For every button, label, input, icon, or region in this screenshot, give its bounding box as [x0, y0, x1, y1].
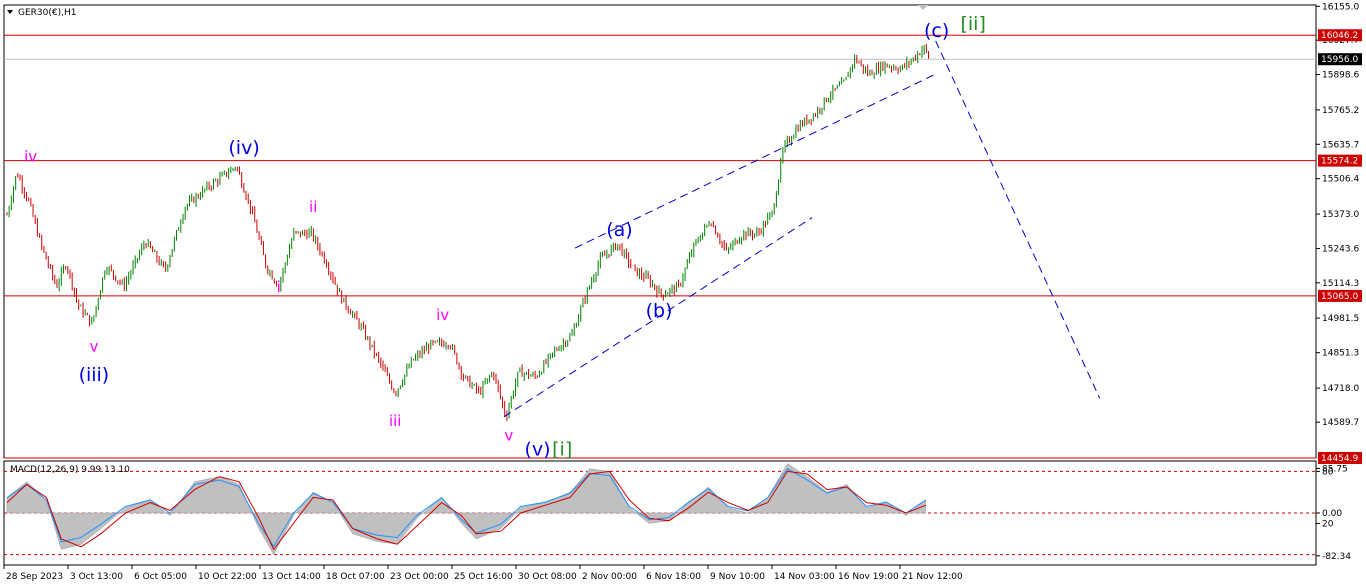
horizontal-levels — [4, 35, 1316, 458]
time-tick-label: 3 Oct 13:00 — [70, 572, 123, 582]
price-tick-label: 15114.3 — [1322, 279, 1359, 289]
price-tick-label: 15635.7 — [1322, 140, 1359, 150]
time-tick-label: 28 Sep 2023 — [6, 572, 63, 582]
wave-label: v — [504, 427, 513, 445]
current-price-tag-label: 15956.0 — [1321, 55, 1358, 65]
time-axis: 28 Sep 2023 3 Oct 13:00 6 Oct 05:00 10 Oct … — [4, 565, 963, 582]
price-tick-label: 14851.3 — [1322, 349, 1359, 359]
time-tick-label: 6 Oct 05:00 — [134, 572, 187, 582]
wave-label: [ii] — [960, 13, 985, 35]
time-tick-label: 25 Oct 16:00 — [454, 572, 513, 582]
chart-shift-marker-icon[interactable] — [918, 5, 928, 10]
macd-label: MACD(12,26,9) 9.99 13.10 — [10, 465, 130, 475]
wave-label: ii — [309, 198, 317, 216]
time-tick-label: 9 Nov 10:00 — [710, 572, 765, 582]
level-tag-label: 14454.9 — [1321, 454, 1358, 464]
time-tick-label: 30 Oct 08:00 — [518, 572, 577, 582]
symbol-label: GER30(€),H1 — [18, 8, 76, 18]
indicator-tick-label: -82.34 — [1322, 552, 1351, 562]
price-tick-label: 15373.0 — [1322, 210, 1359, 220]
wave-label: v — [89, 338, 98, 356]
trend-channel — [504, 41, 1100, 417]
price-axis: 16155.016027.715898.615765.215635.715506… — [1316, 2, 1359, 428]
time-tick-label: 13 Oct 14:00 — [262, 572, 321, 582]
time-tick-label: 16 Nov 19:00 — [838, 572, 899, 582]
indicator-tick-label: 0.00 — [1322, 509, 1342, 519]
wave-label: iv — [24, 148, 37, 166]
candles — [7, 44, 929, 421]
time-tick-label: 2 Nov 00:00 — [582, 572, 637, 582]
wave-label: i — [277, 278, 281, 296]
level-tag-label: 16046.2 — [1321, 31, 1358, 41]
price-tick-label: 15506.4 — [1322, 175, 1359, 185]
wave-label: [i] — [552, 438, 572, 460]
wave-label: (iii) — [79, 364, 110, 386]
price-tick-label: 15898.6 — [1322, 70, 1359, 80]
symbol-menu-arrow-icon[interactable] — [7, 10, 13, 14]
time-tick-label: 21 Nov 12:00 — [902, 572, 963, 582]
wave-label: iii — [389, 412, 402, 430]
time-tick-label: 18 Oct 07:00 — [326, 572, 385, 582]
wave-label: (b) — [646, 300, 673, 322]
price-tick-label: 16155.0 — [1322, 2, 1359, 12]
time-tick-label: 6 Nov 18:00 — [646, 572, 701, 582]
time-tick-label: 14 Nov 03:00 — [774, 572, 835, 582]
level-tag-label: 15065.0 — [1321, 292, 1358, 302]
price-tick-label: 15765.2 — [1322, 106, 1359, 116]
time-tick-label: 10 Oct 22:00 — [198, 572, 257, 582]
projection-line — [936, 41, 1100, 398]
macd-indicator — [4, 464, 1316, 555]
wave-label: (c) — [924, 20, 949, 42]
wave-label: iv — [436, 306, 449, 324]
price-tick-label: 15243.6 — [1322, 244, 1359, 254]
indicator-tick-label: 80 — [1322, 467, 1334, 477]
main-plot-border — [4, 5, 1316, 458]
time-tick-label: 23 Oct 00:00 — [390, 572, 449, 582]
macd-histogram — [7, 464, 926, 555]
price-tick-label: 14718.0 — [1322, 384, 1359, 394]
indicator-tick-label: 20 — [1322, 519, 1334, 529]
wave-label: (iv) — [228, 137, 259, 159]
wave-label: (a) — [606, 219, 632, 241]
level-tag-label: 15574.2 — [1321, 157, 1358, 167]
price-tick-label: 14981.5 — [1322, 314, 1359, 324]
price-tick-label: 14589.7 — [1322, 418, 1359, 428]
wave-label: (v) — [524, 438, 550, 460]
